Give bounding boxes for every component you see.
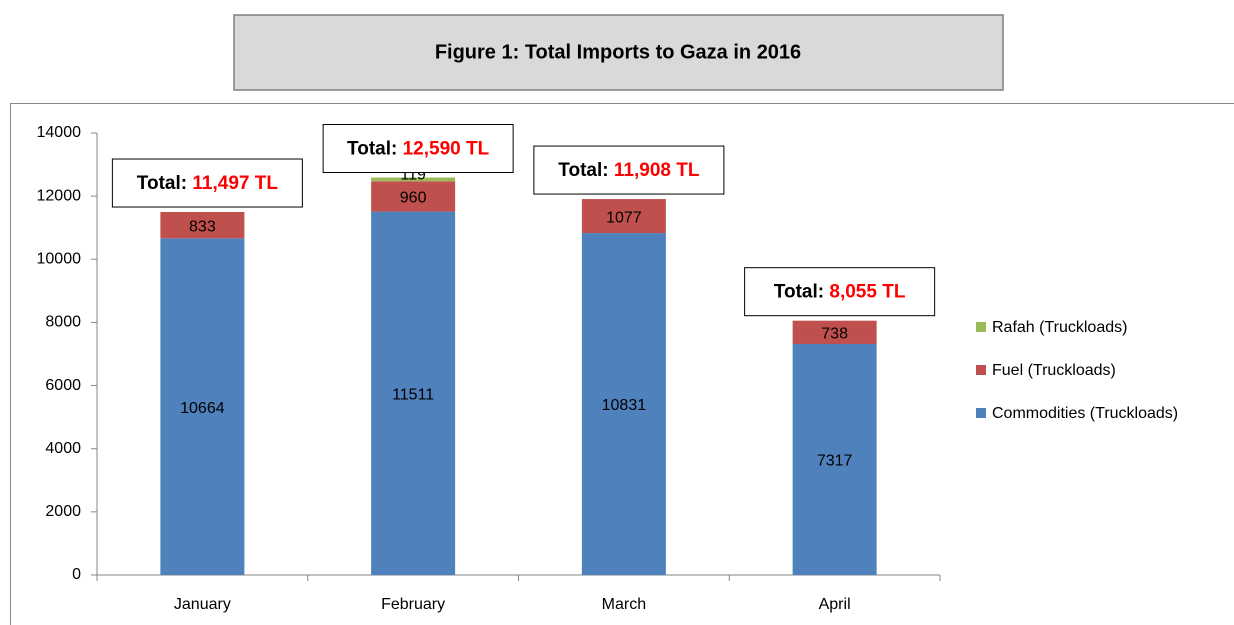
x-tick-label: February [381, 596, 445, 613]
total-annotation: Total: 12,590 TL [347, 139, 490, 160]
bar-segment [581, 233, 666, 575]
x-tick-label: April [819, 596, 851, 613]
total-box [533, 145, 725, 195]
total-prefix: Total: [774, 282, 824, 303]
legend-label: Rafah (Truckloads) [992, 319, 1127, 336]
bar-segment [371, 177, 456, 182]
data-label: 7317 [817, 453, 853, 470]
bar-segment [792, 320, 877, 344]
chart-title: Figure 1: Total Imports to Gaza in 2016 [435, 41, 801, 63]
bar-segment [581, 199, 666, 234]
total-annotation: Total: 11,497 TL [137, 173, 279, 194]
data-label: 11511 [392, 387, 434, 404]
bar-segment [792, 343, 877, 575]
bar-segment [371, 211, 456, 575]
total-value: 11,497 TL [192, 173, 278, 194]
title-box [233, 14, 1004, 91]
total-value: 11,908 TL [614, 160, 700, 181]
data-label: 10831 [602, 397, 647, 414]
total-annotation: Total: 8,055 TL [774, 282, 906, 303]
legend-swatch [976, 322, 986, 332]
legend-swatch [976, 365, 986, 375]
chart-border [10, 103, 1234, 625]
total-box [322, 124, 514, 174]
legend-label: Commodities (Truckloads) [992, 405, 1178, 422]
y-tick-label: 4000 [45, 440, 81, 457]
total-prefix: Total: [558, 160, 608, 181]
y-tick-label: 2000 [45, 503, 81, 520]
y-tick-label: 8000 [45, 314, 81, 331]
y-tick-label: 12000 [37, 187, 82, 204]
total-prefix: Total: [347, 139, 397, 160]
total-box [111, 158, 303, 208]
bar-segment [160, 212, 245, 239]
legend-swatch [976, 408, 986, 418]
x-tick-label: March [602, 596, 646, 613]
x-tick-label: January [174, 596, 231, 613]
data-label: 960 [400, 190, 427, 207]
y-tick-label: 14000 [37, 124, 82, 141]
total-annotation: Total: 11,908 TL [558, 160, 700, 181]
data-label: 833 [189, 218, 216, 235]
data-label: 1077 [606, 209, 642, 226]
total-value: 8,055 TL [829, 282, 905, 303]
bar-segment [160, 238, 245, 576]
legend-label: Fuel (Truckloads) [992, 362, 1116, 379]
y-tick-label: 6000 [45, 377, 81, 394]
data-label: 738 [821, 326, 848, 343]
data-label: 10664 [180, 400, 225, 417]
total-prefix: Total: [137, 173, 187, 194]
total-value: 12,590 TL [403, 139, 490, 160]
bar-segment [371, 181, 456, 212]
y-tick-label: 10000 [37, 251, 82, 268]
y-tick-label: 0 [72, 566, 81, 583]
total-box [744, 267, 936, 317]
